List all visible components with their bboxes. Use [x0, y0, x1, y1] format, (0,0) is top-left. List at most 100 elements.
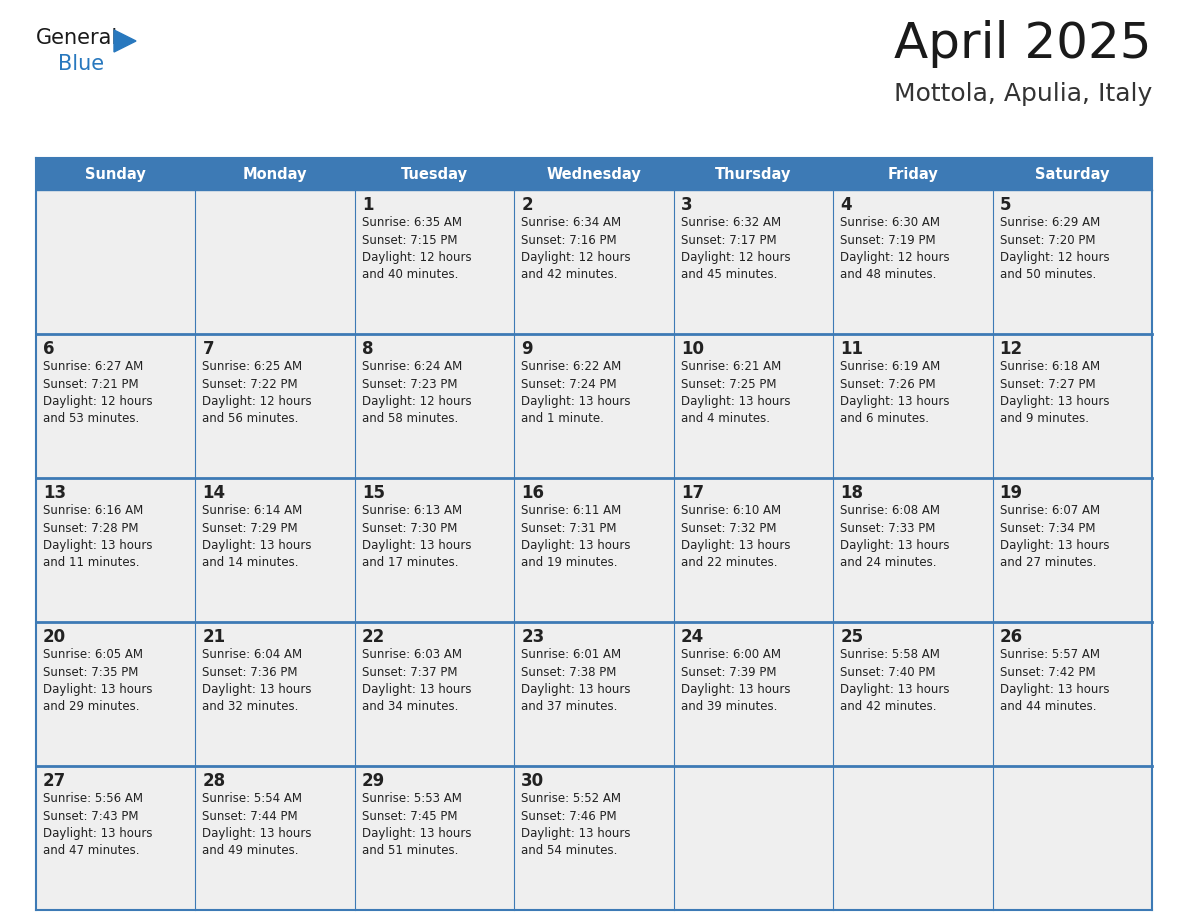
Bar — [833, 766, 992, 910]
Text: Sunrise: 6:21 AM
Sunset: 7:25 PM
Daylight: 13 hours
and 4 minutes.: Sunrise: 6:21 AM Sunset: 7:25 PM Dayligh… — [681, 360, 790, 426]
Text: Sunrise: 6:35 AM
Sunset: 7:15 PM
Daylight: 12 hours
and 40 minutes.: Sunrise: 6:35 AM Sunset: 7:15 PM Dayligh… — [362, 216, 472, 282]
Bar — [514, 334, 674, 478]
Bar — [674, 158, 833, 190]
Text: Sunrise: 5:52 AM
Sunset: 7:46 PM
Daylight: 13 hours
and 54 minutes.: Sunrise: 5:52 AM Sunset: 7:46 PM Dayligh… — [522, 792, 631, 857]
Text: 18: 18 — [840, 484, 864, 502]
Text: 5: 5 — [999, 196, 1011, 214]
Text: 6: 6 — [43, 340, 55, 358]
Bar — [196, 622, 355, 766]
Text: Sunrise: 6:01 AM
Sunset: 7:38 PM
Daylight: 13 hours
and 37 minutes.: Sunrise: 6:01 AM Sunset: 7:38 PM Dayligh… — [522, 648, 631, 713]
Text: 30: 30 — [522, 772, 544, 790]
Text: Sunrise: 6:22 AM
Sunset: 7:24 PM
Daylight: 13 hours
and 1 minute.: Sunrise: 6:22 AM Sunset: 7:24 PM Dayligh… — [522, 360, 631, 426]
Bar — [674, 334, 833, 478]
Text: 13: 13 — [43, 484, 67, 502]
Text: Sunrise: 6:14 AM
Sunset: 7:29 PM
Daylight: 13 hours
and 14 minutes.: Sunrise: 6:14 AM Sunset: 7:29 PM Dayligh… — [202, 504, 312, 569]
Text: 10: 10 — [681, 340, 703, 358]
Text: 22: 22 — [362, 628, 385, 646]
Text: April 2025: April 2025 — [895, 20, 1152, 68]
Text: Sunrise: 6:27 AM
Sunset: 7:21 PM
Daylight: 12 hours
and 53 minutes.: Sunrise: 6:27 AM Sunset: 7:21 PM Dayligh… — [43, 360, 152, 426]
Bar — [36, 334, 196, 478]
Text: 28: 28 — [202, 772, 226, 790]
Text: Sunrise: 5:53 AM
Sunset: 7:45 PM
Daylight: 13 hours
and 51 minutes.: Sunrise: 5:53 AM Sunset: 7:45 PM Dayligh… — [362, 792, 472, 857]
Text: Thursday: Thursday — [715, 166, 791, 182]
Bar — [196, 158, 355, 190]
Text: Sunrise: 6:10 AM
Sunset: 7:32 PM
Daylight: 13 hours
and 22 minutes.: Sunrise: 6:10 AM Sunset: 7:32 PM Dayligh… — [681, 504, 790, 569]
Text: 16: 16 — [522, 484, 544, 502]
Bar — [355, 190, 514, 334]
Text: 27: 27 — [43, 772, 67, 790]
Bar — [355, 158, 514, 190]
Bar — [514, 622, 674, 766]
Text: 14: 14 — [202, 484, 226, 502]
Text: 24: 24 — [681, 628, 704, 646]
Text: Wednesday: Wednesday — [546, 166, 642, 182]
Bar — [36, 478, 196, 622]
Bar — [992, 622, 1152, 766]
Bar — [833, 622, 992, 766]
Text: 2: 2 — [522, 196, 533, 214]
Bar — [833, 190, 992, 334]
Text: Sunrise: 5:54 AM
Sunset: 7:44 PM
Daylight: 13 hours
and 49 minutes.: Sunrise: 5:54 AM Sunset: 7:44 PM Dayligh… — [202, 792, 312, 857]
Text: Mottola, Apulia, Italy: Mottola, Apulia, Italy — [893, 82, 1152, 106]
Text: 11: 11 — [840, 340, 864, 358]
Text: Friday: Friday — [887, 166, 939, 182]
Text: Sunrise: 6:03 AM
Sunset: 7:37 PM
Daylight: 13 hours
and 34 minutes.: Sunrise: 6:03 AM Sunset: 7:37 PM Dayligh… — [362, 648, 472, 713]
Text: 9: 9 — [522, 340, 533, 358]
Text: 15: 15 — [362, 484, 385, 502]
Text: 4: 4 — [840, 196, 852, 214]
Bar — [992, 334, 1152, 478]
Bar — [674, 190, 833, 334]
Bar — [355, 622, 514, 766]
Bar — [833, 478, 992, 622]
Bar — [355, 766, 514, 910]
Bar — [196, 478, 355, 622]
Bar — [36, 622, 196, 766]
Bar — [992, 766, 1152, 910]
Bar — [674, 478, 833, 622]
Text: Sunrise: 6:24 AM
Sunset: 7:23 PM
Daylight: 12 hours
and 58 minutes.: Sunrise: 6:24 AM Sunset: 7:23 PM Dayligh… — [362, 360, 472, 426]
Text: 21: 21 — [202, 628, 226, 646]
Text: Monday: Monday — [242, 166, 308, 182]
Text: 17: 17 — [681, 484, 703, 502]
Text: Sunday: Sunday — [86, 166, 146, 182]
Bar — [514, 478, 674, 622]
Bar — [36, 158, 196, 190]
Text: 7: 7 — [202, 340, 214, 358]
Bar — [355, 334, 514, 478]
Text: 25: 25 — [840, 628, 864, 646]
Text: 26: 26 — [999, 628, 1023, 646]
Bar — [992, 190, 1152, 334]
Bar — [196, 334, 355, 478]
Text: Sunrise: 6:16 AM
Sunset: 7:28 PM
Daylight: 13 hours
and 11 minutes.: Sunrise: 6:16 AM Sunset: 7:28 PM Dayligh… — [43, 504, 152, 569]
Bar — [514, 766, 674, 910]
Bar — [674, 766, 833, 910]
Text: Sunrise: 6:13 AM
Sunset: 7:30 PM
Daylight: 13 hours
and 17 minutes.: Sunrise: 6:13 AM Sunset: 7:30 PM Dayligh… — [362, 504, 472, 569]
Text: Saturday: Saturday — [1035, 166, 1110, 182]
Text: Sunrise: 6:25 AM
Sunset: 7:22 PM
Daylight: 12 hours
and 56 minutes.: Sunrise: 6:25 AM Sunset: 7:22 PM Dayligh… — [202, 360, 312, 426]
Bar — [833, 334, 992, 478]
Text: Sunrise: 6:18 AM
Sunset: 7:27 PM
Daylight: 13 hours
and 9 minutes.: Sunrise: 6:18 AM Sunset: 7:27 PM Dayligh… — [999, 360, 1110, 426]
Text: 3: 3 — [681, 196, 693, 214]
Text: Blue: Blue — [58, 54, 105, 74]
Text: Sunrise: 6:04 AM
Sunset: 7:36 PM
Daylight: 13 hours
and 32 minutes.: Sunrise: 6:04 AM Sunset: 7:36 PM Dayligh… — [202, 648, 312, 713]
Text: 8: 8 — [362, 340, 373, 358]
Text: Sunrise: 6:34 AM
Sunset: 7:16 PM
Daylight: 12 hours
and 42 minutes.: Sunrise: 6:34 AM Sunset: 7:16 PM Dayligh… — [522, 216, 631, 282]
Bar — [514, 158, 674, 190]
Bar — [36, 766, 196, 910]
Bar — [674, 622, 833, 766]
Text: Sunrise: 5:57 AM
Sunset: 7:42 PM
Daylight: 13 hours
and 44 minutes.: Sunrise: 5:57 AM Sunset: 7:42 PM Dayligh… — [999, 648, 1110, 713]
Text: Sunrise: 6:32 AM
Sunset: 7:17 PM
Daylight: 12 hours
and 45 minutes.: Sunrise: 6:32 AM Sunset: 7:17 PM Dayligh… — [681, 216, 790, 282]
Bar — [992, 158, 1152, 190]
Text: Sunrise: 6:00 AM
Sunset: 7:39 PM
Daylight: 13 hours
and 39 minutes.: Sunrise: 6:00 AM Sunset: 7:39 PM Dayligh… — [681, 648, 790, 713]
Text: Sunrise: 6:08 AM
Sunset: 7:33 PM
Daylight: 13 hours
and 24 minutes.: Sunrise: 6:08 AM Sunset: 7:33 PM Dayligh… — [840, 504, 949, 569]
Bar — [992, 478, 1152, 622]
Text: 29: 29 — [362, 772, 385, 790]
Text: Sunrise: 6:11 AM
Sunset: 7:31 PM
Daylight: 13 hours
and 19 minutes.: Sunrise: 6:11 AM Sunset: 7:31 PM Dayligh… — [522, 504, 631, 569]
Bar — [196, 766, 355, 910]
Text: Sunrise: 6:05 AM
Sunset: 7:35 PM
Daylight: 13 hours
and 29 minutes.: Sunrise: 6:05 AM Sunset: 7:35 PM Dayligh… — [43, 648, 152, 713]
Text: Sunrise: 5:56 AM
Sunset: 7:43 PM
Daylight: 13 hours
and 47 minutes.: Sunrise: 5:56 AM Sunset: 7:43 PM Dayligh… — [43, 792, 152, 857]
Bar — [833, 158, 992, 190]
Bar — [514, 190, 674, 334]
Text: General: General — [36, 28, 119, 48]
Bar — [196, 190, 355, 334]
